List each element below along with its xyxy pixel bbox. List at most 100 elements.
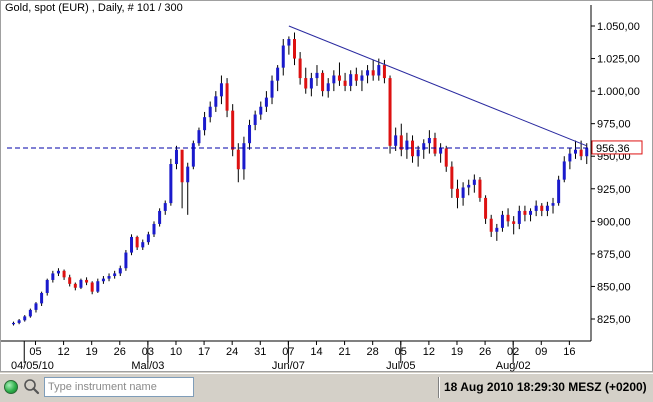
candle-up[interactable] <box>472 179 476 185</box>
candle-down[interactable] <box>450 166 454 189</box>
candle-up[interactable] <box>416 149 420 157</box>
candle-up[interactable] <box>118 268 122 274</box>
candle-down[interactable] <box>343 80 347 86</box>
candle-up[interactable] <box>439 148 443 154</box>
candle-down[interactable] <box>225 83 229 111</box>
candle-up[interactable] <box>500 214 504 228</box>
candle-up[interactable] <box>326 83 330 92</box>
candle-up[interactable] <box>152 223 156 235</box>
candle-down[interactable] <box>399 135 403 150</box>
candle-up[interactable] <box>174 149 178 165</box>
candle-up[interactable] <box>270 80 274 98</box>
candle-up[interactable] <box>360 75 364 81</box>
candle-up[interactable] <box>422 143 426 150</box>
candle-up[interactable] <box>309 78 313 89</box>
candle-up[interactable] <box>130 236 134 253</box>
candle-down[interactable] <box>512 221 516 224</box>
magnifier-icon[interactable] <box>22 377 42 397</box>
candle-up[interactable] <box>377 65 381 76</box>
chart-area[interactable]: 825,00 850,00 875,00 900,00 925,00 950,00 975,… <box>0 0 653 372</box>
candle-up[interactable] <box>568 153 572 162</box>
candle-up[interactable] <box>208 106 212 118</box>
candle-down[interactable] <box>579 149 583 157</box>
candle-up[interactable] <box>557 179 561 204</box>
candle-up[interactable] <box>405 140 409 150</box>
candle-down[interactable] <box>62 270 66 278</box>
price-chart[interactable]: 825,00850,00875,00900,00925,00950,00975,… <box>1 1 653 373</box>
candle-up[interactable] <box>427 137 431 144</box>
candle-up[interactable] <box>56 270 60 274</box>
candle-up[interactable] <box>394 135 398 146</box>
candle-up[interactable] <box>17 320 21 323</box>
candle-up[interactable] <box>146 234 150 243</box>
candle-down[interactable] <box>382 65 386 79</box>
candle-up[interactable] <box>219 83 223 97</box>
candle-up[interactable] <box>51 273 55 280</box>
candle-down[interactable] <box>73 283 77 288</box>
candle-down[interactable] <box>444 148 448 167</box>
candle-down[interactable] <box>411 140 415 157</box>
candle-down[interactable] <box>388 78 392 146</box>
candle-up[interactable] <box>574 149 577 154</box>
candle-down[interactable] <box>506 214 510 222</box>
candle-up[interactable] <box>332 75 336 84</box>
candle-down[interactable] <box>484 197 488 219</box>
candle-up[interactable] <box>545 205 549 211</box>
candle-down[interactable] <box>231 110 235 150</box>
candle-down[interactable] <box>337 75 341 81</box>
candle-up[interactable] <box>349 74 353 86</box>
candle-down[interactable] <box>293 39 296 59</box>
candle-up[interactable] <box>158 210 162 224</box>
candle-up[interactable] <box>79 279 83 288</box>
candle-up[interactable] <box>28 309 32 317</box>
candle-up[interactable] <box>186 166 190 183</box>
candle-up[interactable] <box>40 292 44 304</box>
candle-up[interactable] <box>264 97 268 107</box>
candle-up[interactable] <box>96 281 100 292</box>
candle-up[interactable] <box>12 322 15 325</box>
candle-up[interactable] <box>191 143 195 167</box>
candle-up[interactable] <box>163 203 167 211</box>
candle-down[interactable] <box>180 149 184 183</box>
candle-up[interactable] <box>34 303 38 310</box>
candle-down[interactable] <box>321 72 325 92</box>
candle-up[interactable] <box>281 45 285 68</box>
candle-down[interactable] <box>489 218 493 232</box>
candle-up[interactable] <box>23 316 27 321</box>
candle-up[interactable] <box>214 96 218 107</box>
candle-down[interactable] <box>354 74 358 81</box>
candle-up[interactable] <box>203 117 207 131</box>
candle-up[interactable] <box>45 279 49 293</box>
candle-down[interactable] <box>371 70 375 76</box>
candle-up[interactable] <box>197 130 201 144</box>
candle-up[interactable] <box>467 184 471 188</box>
candle-up[interactable] <box>113 273 117 277</box>
candle-up[interactable] <box>461 187 465 198</box>
candle-up[interactable] <box>287 39 291 46</box>
candle-down[interactable] <box>236 149 240 170</box>
candle-up[interactable] <box>253 114 257 125</box>
candle-down[interactable] <box>523 210 527 215</box>
candle-up[interactable] <box>169 164 173 204</box>
candle-down[interactable] <box>478 179 482 198</box>
candle-down[interactable] <box>135 236 139 248</box>
candle-up[interactable] <box>101 278 105 282</box>
trendline[interactable] <box>288 25 587 147</box>
candle-up[interactable] <box>259 106 263 115</box>
candle-up[interactable] <box>248 124 252 144</box>
candle-up[interactable] <box>517 210 521 224</box>
candle-down[interactable] <box>304 78 308 89</box>
candle-up[interactable] <box>495 227 499 232</box>
candle-up[interactable] <box>366 70 370 76</box>
candle-down[interactable] <box>90 282 94 292</box>
candle-up[interactable] <box>529 210 533 215</box>
candle-up[interactable] <box>276 67 280 81</box>
candle-up[interactable] <box>124 252 128 269</box>
instrument-search-input[interactable] <box>44 377 194 397</box>
candle-up[interactable] <box>562 161 566 180</box>
candle-down[interactable] <box>540 205 544 211</box>
candles[interactable] <box>12 32 589 326</box>
candle-down[interactable] <box>433 137 437 154</box>
candle-up[interactable] <box>551 203 555 206</box>
candle-up[interactable] <box>242 143 246 170</box>
